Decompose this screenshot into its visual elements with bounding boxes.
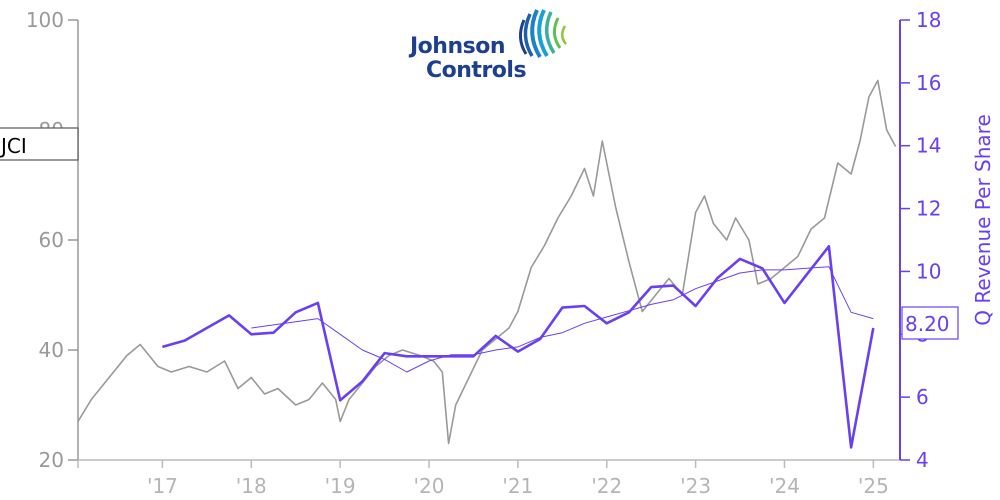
right-ticks: 4681012141618 — [900, 8, 941, 472]
last-value-label: 8.20 — [905, 312, 950, 336]
x-tick-label: '23 — [680, 474, 711, 498]
y-left-tick-label: 100 — [26, 8, 64, 32]
axes — [77, 20, 901, 461]
x-tick-label: '21 — [502, 474, 533, 498]
x-tick-label: '20 — [414, 474, 445, 498]
x-tick-label: '25 — [858, 474, 889, 498]
ticker-box: JCI — [0, 127, 79, 161]
y-left-tick-label: 60 — [39, 228, 64, 252]
x-tick-label: '17 — [147, 474, 178, 498]
price-line — [77, 79, 897, 445]
logo-word-johnson: Johnson — [408, 34, 505, 59]
y-right-tick-label: 14 — [916, 134, 941, 158]
revenue-trend-line — [251, 266, 874, 373]
x-tick-label: '22 — [591, 474, 622, 498]
logo: Johnson Controls — [408, 9, 567, 83]
x-tick-label: '24 — [769, 474, 800, 498]
logo-word-controls: Controls — [426, 58, 526, 83]
y-right-tick-label: 12 — [916, 197, 941, 221]
series-layer — [77, 79, 897, 449]
ticker-label: JCI — [0, 134, 27, 158]
x-ticks: '17 '18 '19 '20 '21 '22 '23 '24 '25 — [77, 460, 889, 498]
y-left-tick-label: 20 — [39, 448, 64, 472]
y-left-tick-label: 40 — [39, 338, 64, 362]
y-right-tick-label: 4 — [916, 448, 929, 472]
y-right-tick-label: 10 — [916, 259, 941, 283]
x-tick-label: '18 — [236, 474, 267, 498]
last-value-box: 8.20 — [901, 306, 959, 340]
left-ticks: 20406080100 — [26, 8, 78, 472]
x-tick-label: '19 — [325, 474, 356, 498]
y-right-tick-label: 16 — [916, 71, 941, 95]
y-axis-right-label: Q Revenue Per Share — [971, 114, 995, 326]
revenue-line — [162, 245, 875, 449]
y-right-tick-label: 18 — [916, 8, 941, 32]
logo-swirl-icon — [519, 9, 567, 59]
y-right-tick-label: 6 — [916, 385, 929, 409]
